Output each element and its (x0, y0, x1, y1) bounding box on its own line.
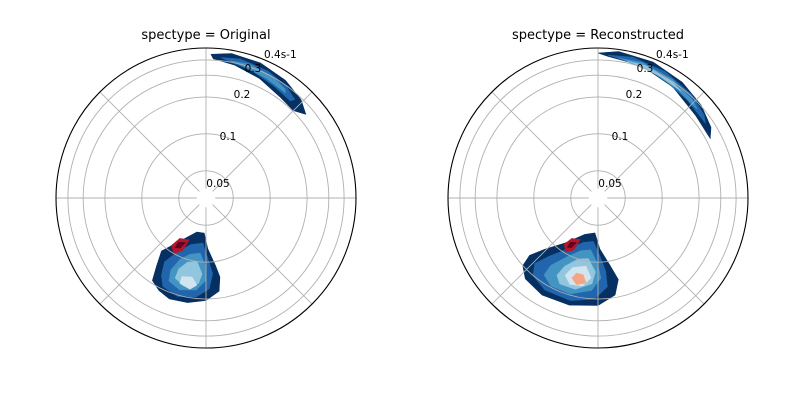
radial-tick-label: 0.2 (626, 89, 643, 101)
radial-tick-label: 0.4s-1 (656, 49, 689, 61)
radial-tick-label: 0.05 (598, 178, 621, 190)
grid-spoke (212, 204, 313, 305)
contour-level (597, 51, 712, 140)
contour-layer (152, 53, 307, 303)
grid-spoke (604, 204, 705, 305)
contour-level (220, 57, 296, 102)
contour-level (179, 276, 198, 290)
polar-grid (448, 48, 748, 348)
radial-tick-labels: 0.05 0.1 0.2 0.30.4s-1 (206, 49, 296, 190)
radial-tick-label: 0.1 (220, 131, 237, 143)
contour-level (230, 60, 286, 94)
grid-spoke (99, 91, 200, 192)
radial-tick-labels: 0.05 0.1 0.2 0.30.4s-1 (598, 49, 688, 190)
polar-panel-original: spectype = Original 0.05 0.1 0.2 0.30.4s-1 (55, 28, 357, 349)
radial-tick-label: 0.1 (612, 131, 629, 143)
polar-panel-reconstructed: spectype = Reconstructed 0.05 0.1 0.2 0.30.… (447, 28, 749, 349)
radial-tick-label: 0.4s-1 (264, 49, 297, 61)
grid-spoke (99, 204, 200, 305)
radial-tick-label: 0.05 (206, 178, 229, 190)
grid-spoke (604, 91, 705, 192)
polar-frame (55, 47, 357, 349)
radial-tick-label: 0.3 (245, 63, 262, 75)
radial-tick-label: 0.2 (234, 89, 251, 101)
polar-frame (447, 47, 749, 349)
contour-level (571, 272, 587, 285)
grid-spoke (491, 91, 592, 192)
panel-title: spectype = Original (141, 28, 270, 43)
contour-level (566, 241, 577, 248)
radial-tick-label: 0.3 (637, 63, 654, 75)
grid-spoke (212, 91, 313, 192)
contour-layer (522, 51, 712, 306)
contour-level (626, 60, 682, 92)
panel-title: spectype = Reconstructed (512, 28, 684, 43)
grid-spoke (491, 204, 592, 305)
polar-grid (56, 48, 356, 348)
contour-level (174, 242, 187, 249)
